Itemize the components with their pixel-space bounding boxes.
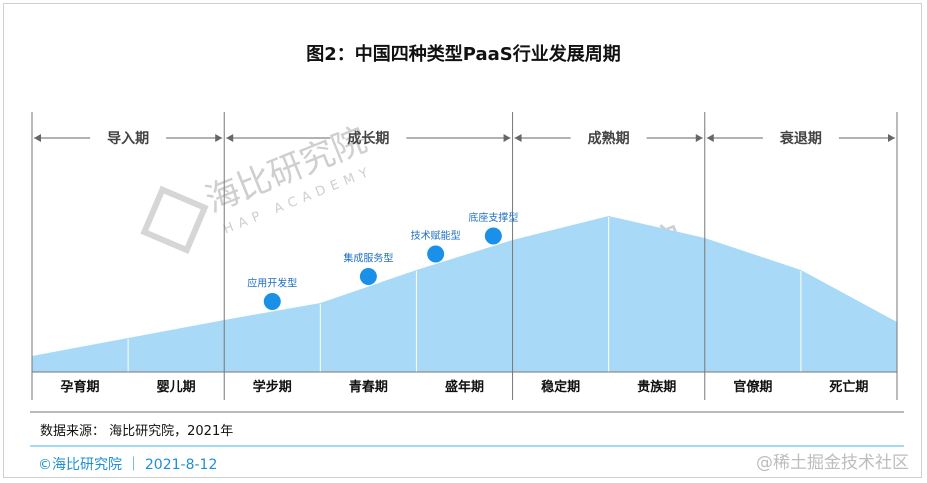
arrow-right-icon: [503, 134, 511, 142]
figure-title: 图2：中国四种类型PaaS行业发展周期: [306, 44, 621, 65]
phase-layer: 导入期 成长期 成熟期 衰退期: [31, 112, 898, 400]
watermark-logo-icon: [140, 185, 209, 254]
lifecycle-area: [32, 216, 897, 372]
stage-label: 官僚期: [733, 379, 772, 395]
stage-labels: 孕育期 婴儿期 学步期 青春期 盛年期 稳定期 贵族期 官僚期 死亡期: [61, 379, 869, 395]
stage-label: 学步期: [253, 379, 292, 395]
figure-frame: [3, 3, 922, 478]
marker-label: 应用开发型: [247, 277, 297, 290]
stage-label: 贵族期: [637, 379, 676, 395]
marker-dot: [359, 268, 377, 285]
stage-label: 稳定期: [541, 379, 580, 395]
marker-label: 底座支撑型: [468, 211, 518, 224]
footer-watermark: @稀土掘金技术社区: [756, 453, 909, 473]
phase-label: 衰退期: [779, 130, 822, 147]
stage-label: 孕育期: [61, 379, 100, 395]
marker-label: 技术赋能型: [411, 229, 461, 242]
arrow-right-icon: [888, 134, 895, 142]
arrow-left-icon: [226, 134, 234, 142]
marker-dot: [427, 245, 445, 263]
stage-dividers: [127, 217, 802, 372]
arrow-right-icon: [215, 134, 223, 142]
stage-label: 青春期: [349, 379, 388, 395]
stage-label: 死亡期: [829, 379, 868, 395]
marker-label: 集成服务型: [343, 252, 393, 265]
stage-label: 婴儿期: [157, 379, 196, 395]
arrow-left-icon: [514, 134, 522, 142]
source-note: 数据来源： 海比研究院，2021年: [40, 424, 234, 439]
phase-label: 导入期: [107, 131, 149, 147]
phase-label: 成熟期: [588, 130, 630, 147]
marker-dot: [263, 293, 281, 310]
arrow-left-icon: [34, 134, 41, 142]
arrow-right-icon: [695, 134, 703, 142]
footer-copyright: ©海比研究院 ｜ 2021-8-12: [38, 457, 218, 473]
arrow-left-icon: [706, 134, 714, 142]
phase-label: 成长期: [347, 130, 389, 147]
stage-label: 盛年期: [445, 379, 484, 395]
marker-dot: [484, 227, 502, 245]
